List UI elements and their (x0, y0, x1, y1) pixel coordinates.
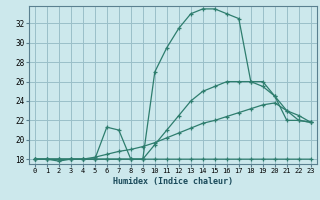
X-axis label: Humidex (Indice chaleur): Humidex (Indice chaleur) (113, 177, 233, 186)
